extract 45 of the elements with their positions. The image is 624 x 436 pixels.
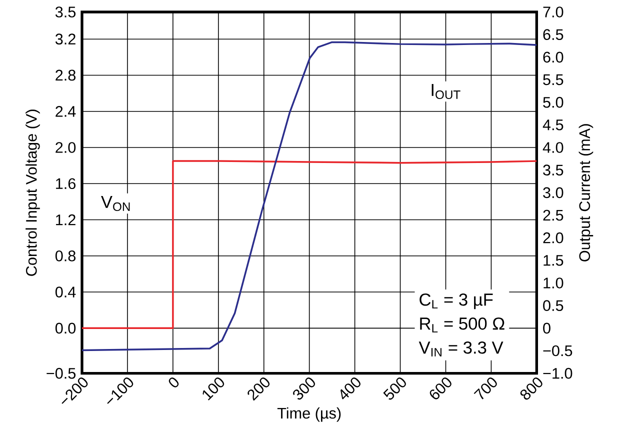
x-tick-label: 200 [248, 378, 270, 401]
y-tick-label: 1.6 [56, 178, 76, 190]
x-tick-label: 700 [474, 378, 497, 400]
x-tick-label: 600 [430, 378, 452, 400]
text: I$_{OUT}$ [432, 84, 460, 100]
y-tick-label: 2.0 [56, 142, 76, 153]
y-tick-label: −0.5 [46, 368, 76, 379]
y2-tick-label: 1.0 [544, 278, 564, 288]
y-tick-label: 1.2 [56, 214, 76, 226]
x-tick-label: 100 [202, 378, 224, 400]
x-tick-label: 400 [340, 378, 360, 400]
y2-tick-label: 3.0 [543, 187, 564, 198]
y2-tick-label: 3.5 [543, 164, 564, 176]
y2-tick-label: 7.0 [543, 6, 564, 18]
y-tick-label: 3.2 [55, 34, 76, 45]
y-tick-label: 0.4 [55, 286, 76, 298]
y2-tick-label: 2.5 [543, 210, 564, 221]
y2-tick-label: −0.5 [543, 345, 572, 356]
y2-tick-label: 2.0 [543, 232, 564, 244]
y2-tick-label: 4.0 [542, 142, 564, 153]
y-tick-label: 0.8 [55, 250, 76, 262]
y2-tick-label: 4.5 [542, 120, 564, 130]
y2-tick-label: −1.0 [543, 368, 572, 379]
x-tick-label: 500 [383, 378, 406, 400]
annotation: R$_{L}$ = 500 Ω [420, 317, 504, 332]
y-tick-label: 2.4 [56, 106, 76, 117]
annotation: C$_{L}$ = 3 µF [420, 293, 493, 310]
y2-tick-label: 0.5 [543, 300, 564, 312]
x-tick-label: 800 [520, 378, 542, 400]
y2-tick-label: 0 [543, 322, 550, 334]
x-tick-label: 300 [293, 378, 315, 400]
y-tick-label: 0.0 [55, 322, 76, 334]
x-axis-title: Time (µs) [277, 407, 341, 422]
annotation: V$_{IN}$ = 3.3 V [418, 341, 504, 356]
y-axis-title: Control Input Voltage (V) [26, 110, 40, 276]
y2-tick-label: 5.5 [543, 74, 564, 86]
y2-tick-label: 5.0 [543, 96, 564, 108]
y2-tick-label: 1.5 [544, 255, 564, 266]
y-tick-label: 2.8 [56, 70, 76, 81]
text: V$_{ON}$ [101, 196, 130, 212]
y2-tick-label: 6.0 [543, 52, 564, 63]
x-tick-label: 0 [168, 378, 179, 388]
y2-tick-label: 6.5 [543, 29, 564, 40]
y2-axis-title: Output Current (mA) [578, 124, 594, 262]
y-tick-label: 3.5 [55, 6, 76, 18]
